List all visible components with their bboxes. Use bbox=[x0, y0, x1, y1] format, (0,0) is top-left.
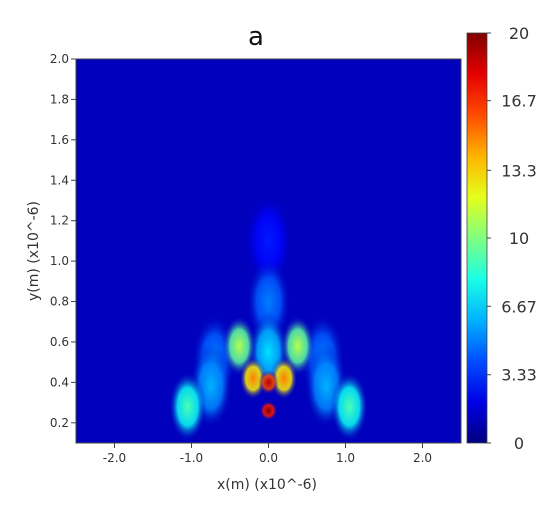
colorbar-tick-label: 13.3 bbox=[501, 161, 537, 180]
heatmap-intensity-spot bbox=[239, 357, 267, 400]
y-tick-label: 0.4 bbox=[50, 375, 69, 389]
colorbar-tick-label: 3.33 bbox=[501, 366, 537, 385]
x-tick-label: 2.0 bbox=[413, 451, 432, 465]
y-tick-label: 1.2 bbox=[50, 214, 69, 228]
y-tick-label: 0.6 bbox=[50, 335, 69, 349]
y-tick-label: 0.8 bbox=[50, 295, 69, 309]
colorbar-tick-label: 6.67 bbox=[501, 297, 537, 316]
x-tick-label: -1.0 bbox=[180, 451, 203, 465]
heatmap-intensity-spot bbox=[270, 357, 298, 400]
x-axis-label: x(m) (x10^-6) bbox=[217, 477, 317, 493]
colorbar bbox=[466, 32, 488, 444]
heatmap-intensity-spot bbox=[169, 372, 207, 442]
y-tick-label: 2.0 bbox=[50, 52, 69, 66]
heatmap-intensity-spot bbox=[330, 372, 368, 442]
colorbar-tick-label: 10 bbox=[509, 229, 529, 248]
x-tick-label: 0.0 bbox=[259, 451, 278, 465]
y-tick-label: 0.2 bbox=[50, 416, 69, 430]
heatmap-intensity-spot bbox=[244, 192, 293, 289]
x-tick-label: -2.0 bbox=[103, 451, 126, 465]
heatmap-intensity-spot bbox=[259, 400, 278, 421]
y-tick-label: 1.6 bbox=[50, 133, 69, 147]
chart-title: a bbox=[248, 22, 264, 52]
colorbar-tick-label: 0 bbox=[514, 434, 524, 453]
heatmap-intensity-spot bbox=[258, 370, 279, 395]
y-axis-label: y(m) (x10^-6) bbox=[26, 201, 42, 301]
y-tick-label: 1.0 bbox=[50, 254, 69, 268]
colorbar-tick-label: 16.7 bbox=[501, 92, 537, 111]
y-tick-label: 1.8 bbox=[50, 92, 69, 106]
x-tick-label: 1.0 bbox=[336, 451, 355, 465]
y-tick-label: 1.4 bbox=[50, 173, 69, 187]
colorbar-tick-label: 20 bbox=[509, 24, 529, 43]
